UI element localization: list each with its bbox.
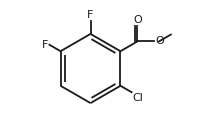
Text: O: O: [155, 36, 164, 46]
Text: F: F: [87, 10, 94, 20]
Text: Cl: Cl: [132, 93, 143, 103]
Text: F: F: [42, 40, 48, 50]
Text: O: O: [133, 15, 142, 25]
